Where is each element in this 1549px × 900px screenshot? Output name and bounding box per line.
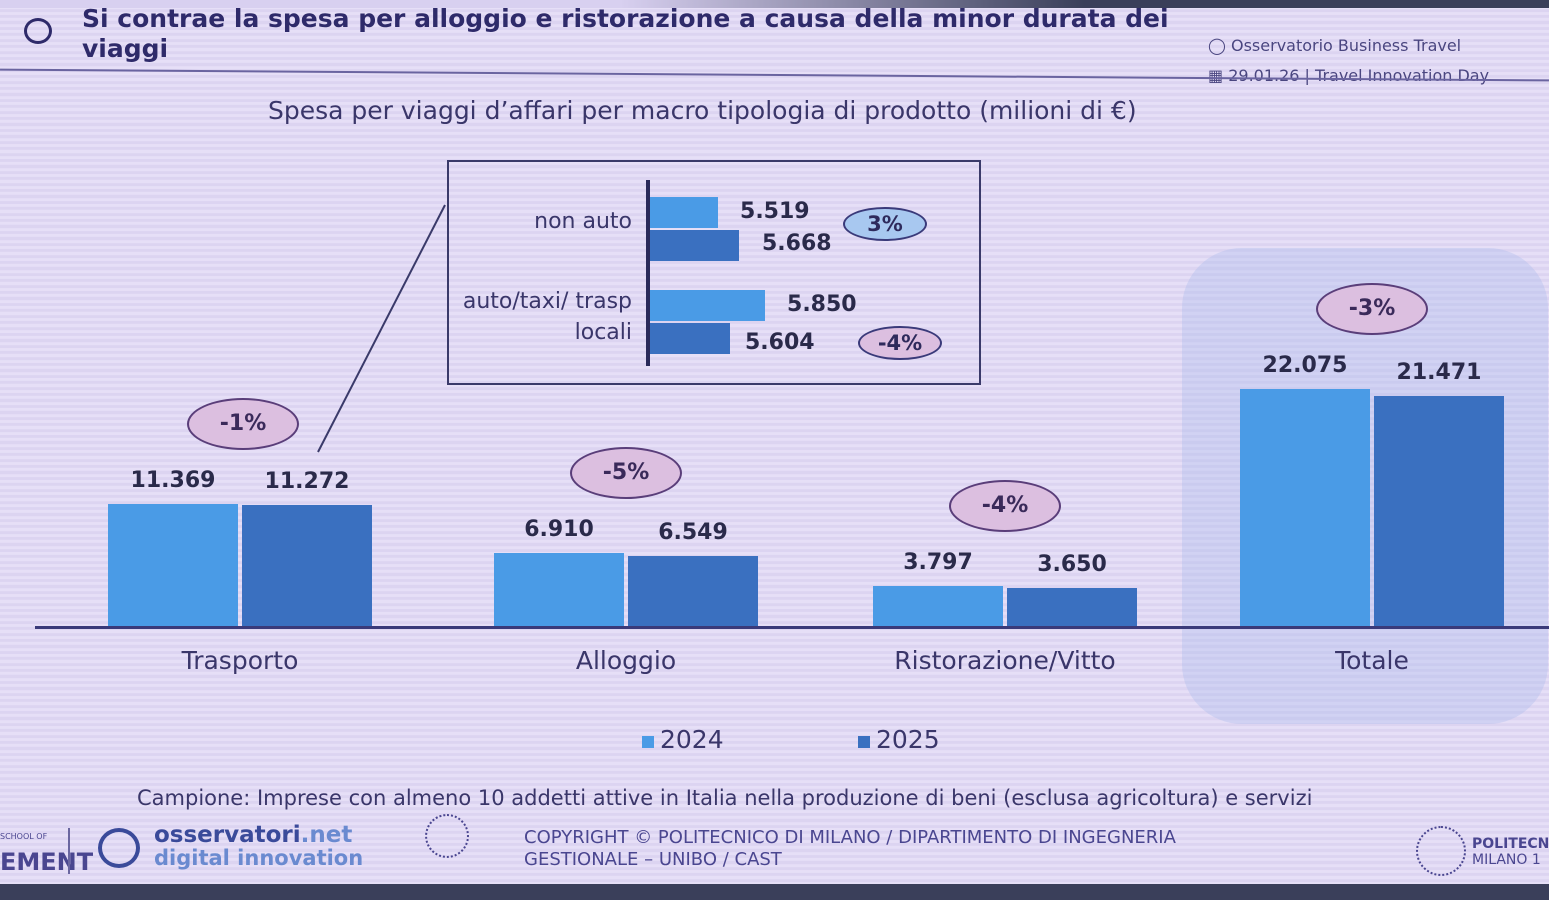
bar-2024-1 xyxy=(494,552,624,627)
legend-2025: 2025 xyxy=(876,725,940,754)
inset-bar-2025-1 xyxy=(650,323,731,354)
value-label-2024-0: 11.369 xyxy=(130,468,216,494)
bar-2025-2 xyxy=(1007,587,1137,627)
polimi-logo-2: MILANO 1 xyxy=(1472,852,1541,868)
logo-text-net: .net xyxy=(300,822,353,848)
school-logo-bottom: EMENT xyxy=(0,848,94,876)
school-logo-top: SCHOOL OF xyxy=(0,832,48,841)
category-label-3: Totale xyxy=(1335,646,1409,675)
copyright-line-2: GESTIONALE – UNIBO / CAST xyxy=(524,849,782,870)
unibo-seal-icon xyxy=(425,814,469,858)
change-badge-1: -5% xyxy=(570,446,682,499)
sample-note: Campione: Imprese con almeno 10 addetti … xyxy=(137,786,1313,810)
bar-2025-3 xyxy=(1374,395,1504,627)
inset-value-2025-1: 5.604 xyxy=(745,330,815,355)
inset-value-2025-0: 5.668 xyxy=(762,231,832,256)
footer-divider xyxy=(68,828,70,874)
value-label-2024-1: 6.910 xyxy=(524,516,594,542)
top-bar xyxy=(0,0,1549,8)
bar-2024-0 xyxy=(108,504,238,627)
value-label-2025-0: 11.272 xyxy=(264,469,350,495)
polimi-seal-icon xyxy=(1416,826,1466,876)
inset-value-2024-1: 5.850 xyxy=(787,292,857,317)
observatory-text: Osservatorio Business Travel xyxy=(1231,36,1462,55)
bar-2025-1 xyxy=(628,556,758,627)
value-label-2024-3: 22.075 xyxy=(1262,353,1348,378)
change-badge-2: -4% xyxy=(949,480,1061,533)
value-label-2025-1: 6.549 xyxy=(658,520,728,546)
inset-value-2024-0: 5.519 xyxy=(740,199,810,224)
logo-text: osservatori xyxy=(154,822,301,848)
bar-2024-2 xyxy=(873,586,1003,627)
polimi-logo-1: POLITECNI xyxy=(1472,836,1549,852)
legend-swatch-2025 xyxy=(858,736,870,748)
change-badge-3: -3% xyxy=(1316,283,1428,335)
screen-bezel xyxy=(0,884,1549,900)
inset-axis xyxy=(646,180,650,366)
inset-category-0: non auto xyxy=(534,209,632,234)
inset-bar-2024-0 xyxy=(650,197,719,228)
calendar-icon: ▦ xyxy=(1208,66,1224,85)
value-label-2024-2: 3.797 xyxy=(903,550,973,576)
legend-swatch-2024 xyxy=(642,736,654,748)
magnifier-icon xyxy=(24,18,52,44)
category-label-1: Alloggio xyxy=(575,646,677,675)
copyright-line-1: COPYRIGHT © POLITECNICO DI MILANO / DIPA… xyxy=(524,827,1176,848)
value-label-2025-2: 3.650 xyxy=(1037,551,1107,577)
chart-title: Spesa per viaggi d’affari per macro tipo… xyxy=(268,96,1137,125)
bar-2024-3 xyxy=(1240,389,1370,627)
osservatori-tagline: digital innovation xyxy=(154,846,364,870)
inset-category-1: auto/taxi/ trasp locali xyxy=(462,289,632,345)
inset-change-badge-0: 3% xyxy=(843,207,927,241)
category-label-2: Ristorazione/Vitto xyxy=(894,646,1116,675)
observatory-label: ◯ Osservatorio Business Travel xyxy=(1208,36,1462,55)
value-label-2025-3: 21.471 xyxy=(1396,359,1482,385)
osservatori-logo-icon xyxy=(98,828,140,868)
change-badge-0: -1% xyxy=(187,398,299,451)
inset-change-badge-1: -4% xyxy=(858,326,942,360)
osservatori-logo: osservatori.net xyxy=(154,822,352,848)
inset-bar-2025-0 xyxy=(650,230,740,261)
slide-title: Si contrae la spesa per alloggio e risto… xyxy=(82,4,1169,63)
legend-2024: 2024 xyxy=(660,725,724,754)
x-axis xyxy=(35,626,1549,629)
inset-bar-2024-1 xyxy=(650,290,766,321)
bar-2025-0 xyxy=(242,505,372,627)
inset-box xyxy=(447,160,981,385)
category-label-0: Trasporto xyxy=(181,646,299,675)
